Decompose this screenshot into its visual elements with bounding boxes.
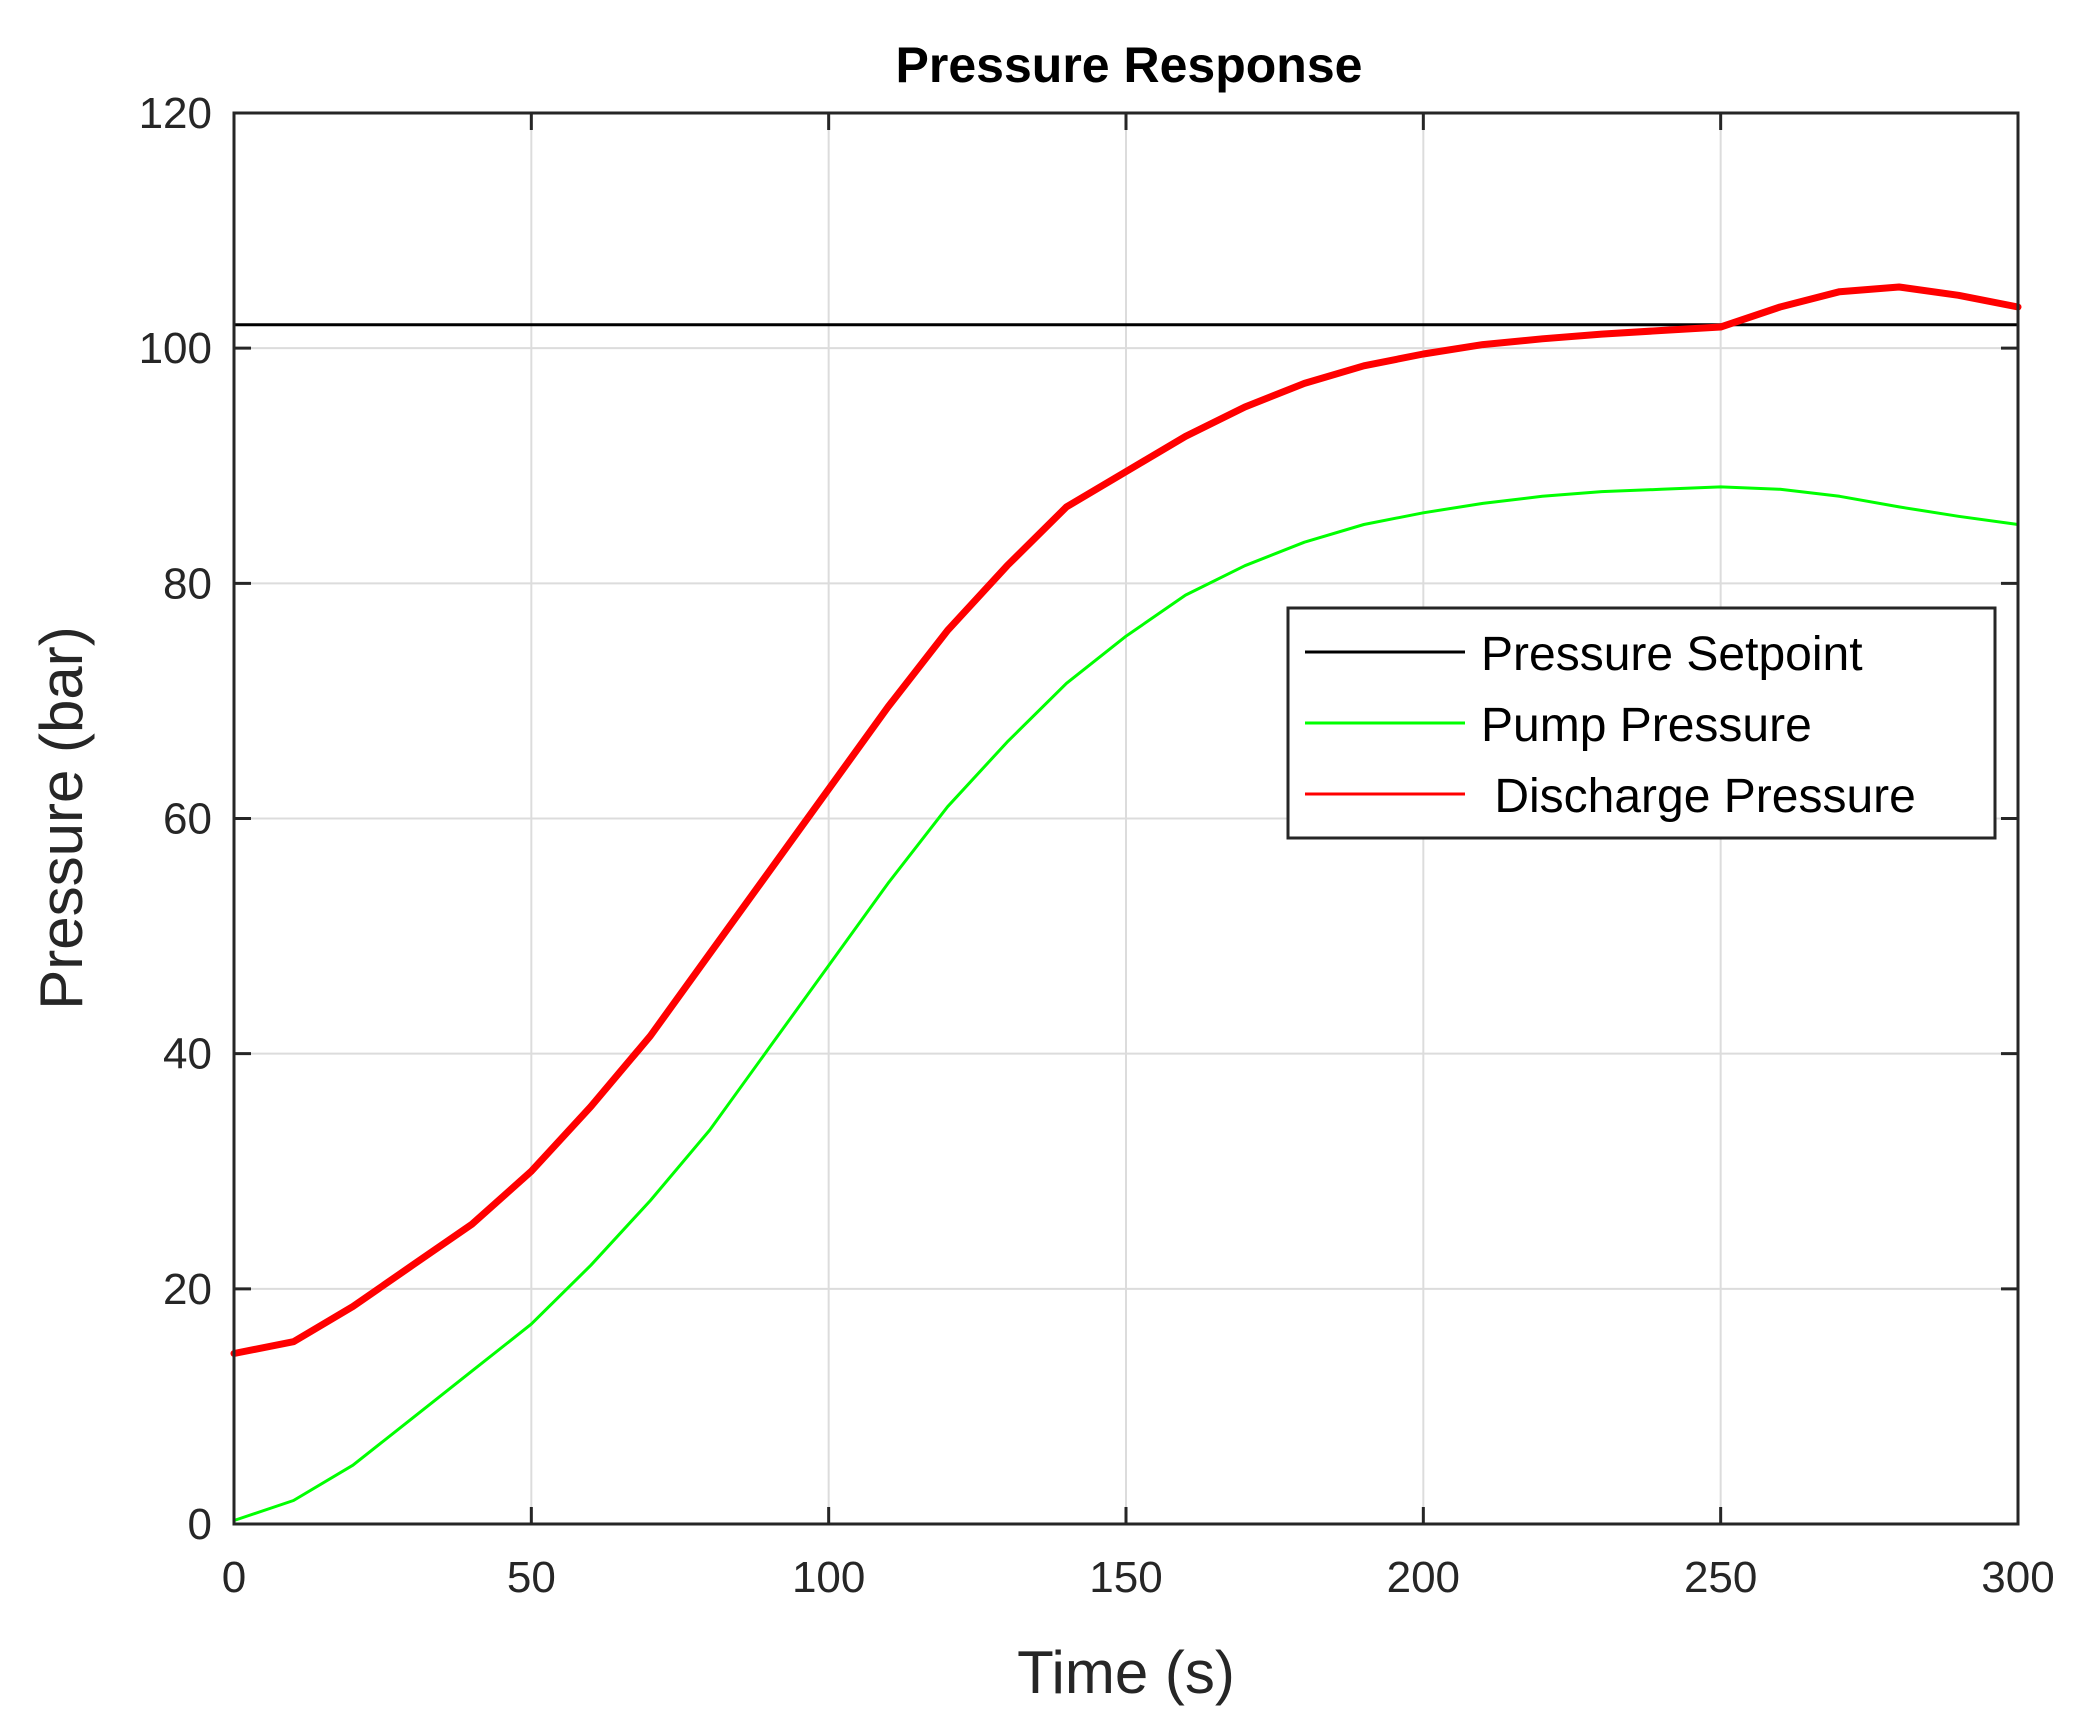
x-axis-label: Time (s) xyxy=(1017,1639,1235,1706)
x-tick-label: 150 xyxy=(1089,1553,1162,1602)
x-tick-labels: 0 50 100 150 200 250 300 xyxy=(222,1553,2055,1602)
y-tick-label: 60 xyxy=(163,795,212,844)
y-tick-label: 120 xyxy=(139,89,212,138)
y-tick-labels: 0 20 40 60 80 100 120 xyxy=(139,89,212,1549)
x-tick-label: 100 xyxy=(792,1553,865,1602)
plot-frame xyxy=(232,111,2020,1526)
x-tick-label: 300 xyxy=(1981,1553,2054,1602)
x-tick-label: 0 xyxy=(222,1553,246,1602)
chart-title: Pressure Response xyxy=(896,37,1363,93)
x-tick-label: 50 xyxy=(507,1553,556,1602)
x-tick-label: 250 xyxy=(1684,1553,1757,1602)
series-pump-pressure xyxy=(232,485,2020,1522)
x-tick-label: 200 xyxy=(1387,1553,1460,1602)
legend-label-discharge: Discharge Pressure xyxy=(1481,770,1916,823)
y-tick-label: 80 xyxy=(163,559,212,608)
y-tick-label: 0 xyxy=(188,1500,212,1549)
y-axis-label: Pressure (bar) xyxy=(28,626,95,1009)
legend: Pressure Setpoint Pump Pressure Discharg… xyxy=(1286,606,1997,840)
legend-label-pump: Pump Pressure xyxy=(1481,699,1812,752)
y-tick-label: 100 xyxy=(139,324,212,373)
legend-label-setpoint: Pressure Setpoint xyxy=(1481,628,1863,681)
y-tick-label: 20 xyxy=(163,1265,212,1314)
series-discharge-pressure xyxy=(230,283,2022,1357)
series-layer xyxy=(230,283,2022,1522)
y-tick-label: 40 xyxy=(163,1030,212,1079)
